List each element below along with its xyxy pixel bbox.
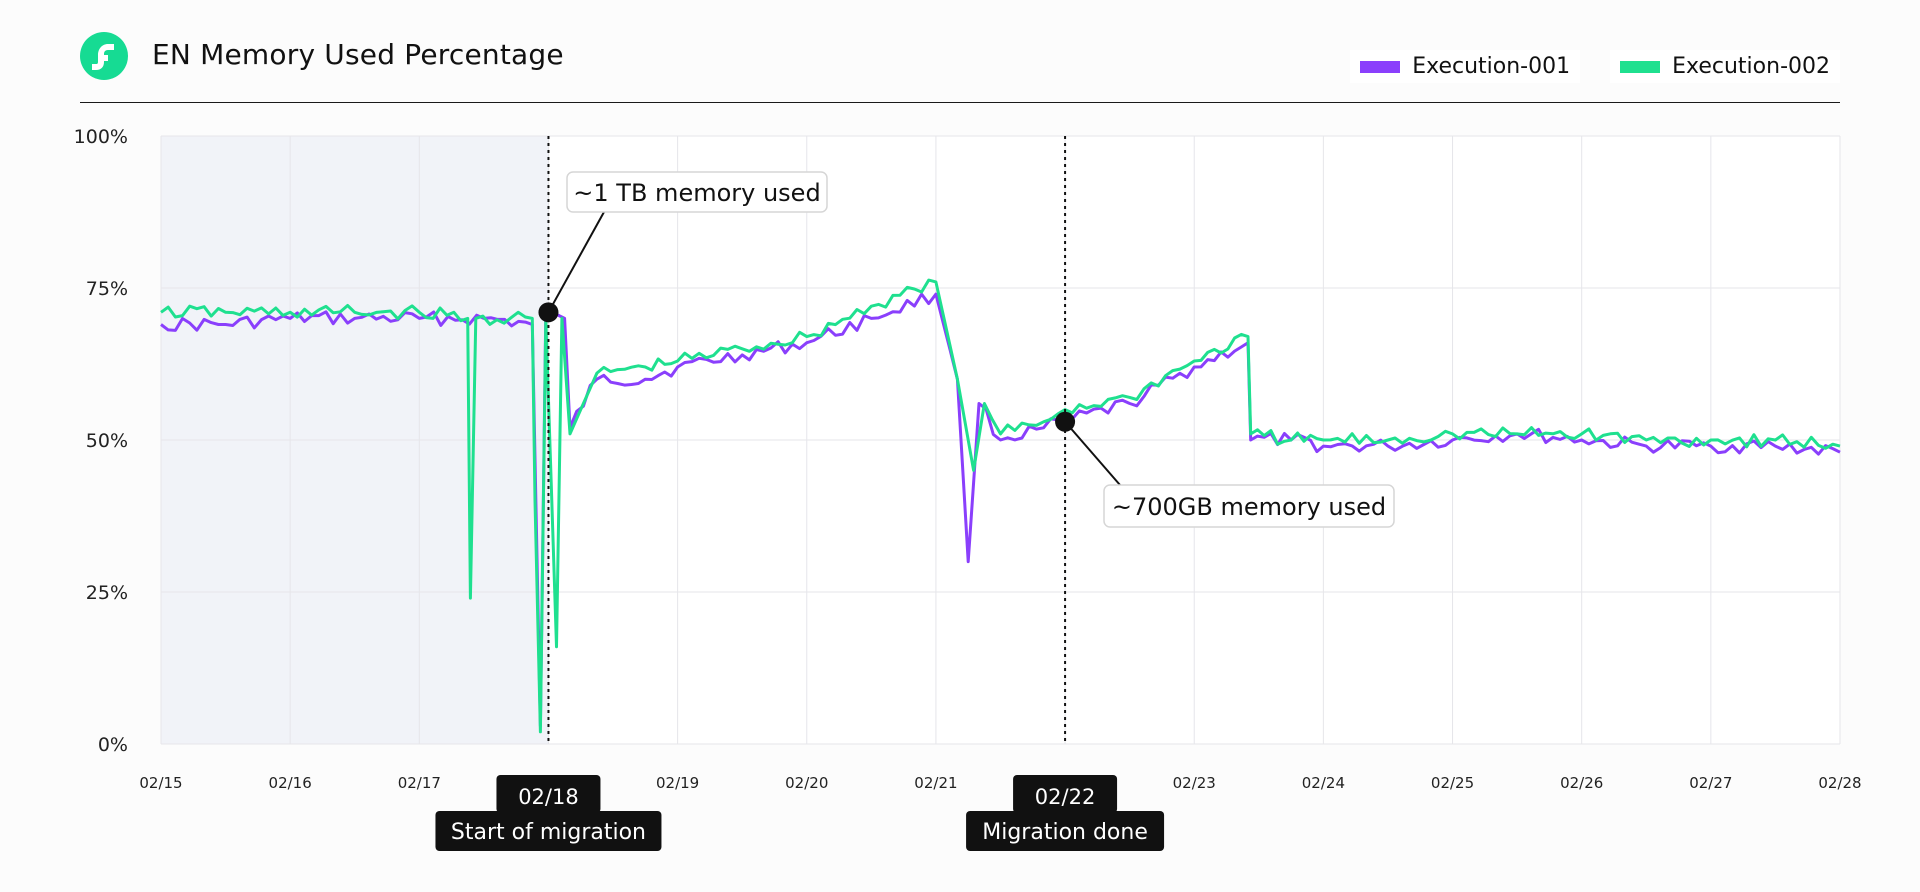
annotation-leader-line xyxy=(1064,421,1121,486)
event-label-pill xyxy=(966,811,1165,851)
x-tick-label: 02/21 xyxy=(914,774,957,792)
series-line-execution-001 xyxy=(160,292,1841,728)
event-date-pill xyxy=(496,775,601,813)
x-tick-label: 02/19 xyxy=(656,774,699,792)
annotation-dot xyxy=(1055,411,1076,432)
x-tick-label: 02/25 xyxy=(1431,774,1474,792)
legend-item-execution-002: Execution-002 xyxy=(1610,50,1840,83)
annotation-text: ~1 TB memory used xyxy=(573,179,820,207)
event-date-pill xyxy=(1013,775,1118,813)
event-date-label: 02/22 xyxy=(1035,785,1096,809)
y-tick-label: 25% xyxy=(86,582,128,604)
x-tick-label: 02/20 xyxy=(785,774,828,792)
chart-title: EN Memory Used Percentage xyxy=(152,38,564,71)
annotation-dot xyxy=(538,302,559,323)
legend-item-execution-001: Execution-001 xyxy=(1350,50,1581,83)
legend-label-execution-002: Execution-002 xyxy=(1672,54,1830,79)
annotation-box xyxy=(1103,484,1395,528)
legend-swatch-execution-001 xyxy=(1360,60,1401,73)
y-tick-label: 75% xyxy=(86,278,128,300)
y-tick-label: 100% xyxy=(74,126,128,148)
x-tick-label: 02/26 xyxy=(1560,774,1603,792)
legend-swatch-execution-002 xyxy=(1620,60,1661,73)
annotation-box xyxy=(566,171,828,213)
x-tick-label: 02/27 xyxy=(1689,774,1732,792)
chart-header: EN Memory Used Percentage Execution-001 … xyxy=(80,30,1840,103)
x-tick-label: 02/17 xyxy=(398,774,441,792)
annotation-leader-line xyxy=(547,211,605,313)
legend: Execution-001 Execution-002 xyxy=(1350,50,1840,83)
x-tick-label: 02/28 xyxy=(1818,774,1861,792)
y-tick-label: 50% xyxy=(86,430,128,452)
event-label-pill xyxy=(435,811,662,851)
x-tick-label: 02/16 xyxy=(269,774,312,792)
event-label: Start of migration xyxy=(451,820,646,845)
legend-label-execution-001: Execution-001 xyxy=(1412,54,1571,79)
event-date-label: 02/18 xyxy=(518,785,579,809)
series-line-execution-002 xyxy=(160,278,1841,734)
event-label: Migration done xyxy=(982,820,1148,845)
x-tick-label: 02/15 xyxy=(139,774,182,792)
y-tick-label: 0% xyxy=(98,734,128,756)
annotation-text: ~700GB memory used xyxy=(1112,493,1386,521)
flow-logo-icon xyxy=(80,32,128,80)
x-tick-label: 02/24 xyxy=(1302,774,1345,792)
x-tick-label: 02/23 xyxy=(1173,774,1216,792)
